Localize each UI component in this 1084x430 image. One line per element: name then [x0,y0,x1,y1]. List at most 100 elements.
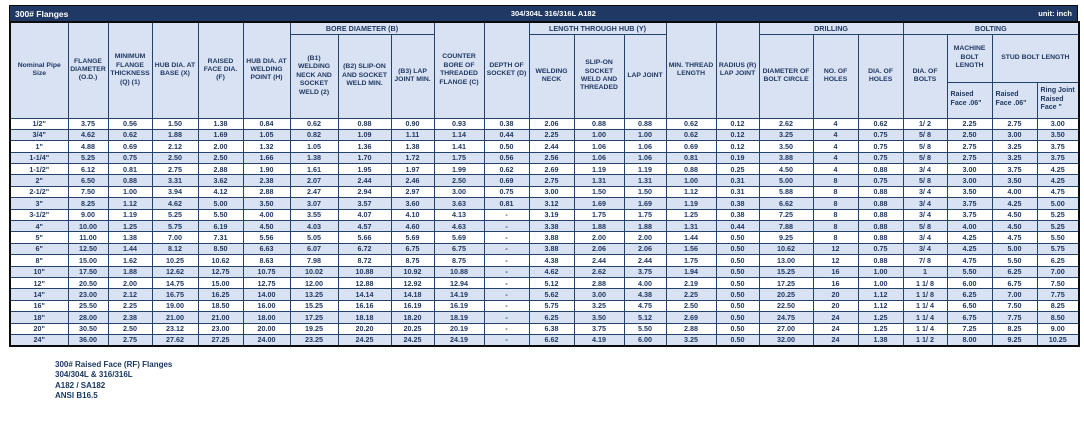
value-cell: 12.92 [390,276,435,290]
value-cell: 12.75 [242,276,291,290]
value-cell: 3.00 [528,185,575,199]
value-cell: 1.70 [337,151,392,165]
value-cell: 24.75 [758,311,814,324]
table-row: 2-1/2" 7.50 1.00 3.94 4.12 2.88 2.47 2.94 2.97 3.… [9,185,1080,199]
value-cell: 0.19 [715,151,760,165]
value-cell: 1.12 [665,185,717,199]
value-cell: 0.88 [573,117,625,130]
value-cell: 6.63 [242,242,291,256]
value-cell: 10.92 [390,265,435,278]
value-cell: 2.44 [337,174,392,187]
value-cell: 2.75 [946,140,993,153]
value-cell: 24.19 [433,333,485,347]
value-cell: 21.00 [197,311,244,324]
pipe-size-cell: 2" [9,174,69,187]
col-header-raised-face-dia: RAISED FACE DIA. (F) [197,21,244,119]
value-cell: 4.75 [623,299,667,313]
value-cell: 20.25 [390,322,435,335]
value-cell: 3.07 [289,197,339,210]
value-cell: 1.88 [573,219,625,233]
value-cell: 1.36 [337,140,392,153]
value-cell: 2.75 [151,163,199,176]
value-cell: 4.25 [946,242,993,256]
value-cell: 0.50 [715,242,760,256]
value-cell: 5.75 [528,299,575,313]
value-cell: 6.75 [946,311,993,324]
value-cell: 1.06 [623,151,667,165]
value-cell: 3/ 4 [902,163,948,176]
col-header-bolt-circle-diameter: DIAMETER OF BOLT CIRCLE [758,33,814,119]
value-cell: 2.12 [107,288,153,301]
value-cell: 18.20 [390,311,435,324]
value-cell: 4.62 [67,128,109,142]
value-cell: 10.25 [1036,333,1080,347]
value-cell: 11.00 [67,231,109,244]
group-header-length-through-hub: LENGTH THROUGH HUB (Y) [528,21,667,35]
value-cell: 4.57 [337,219,392,233]
value-cell: 0.12 [715,140,760,153]
value-cell: 1.44 [665,231,717,244]
value-cell: 19.00 [151,299,199,313]
value-cell: 2.07 [289,174,339,187]
value-cell: 9.25 [758,231,814,244]
value-cell: 0.75 [857,151,904,165]
col-header-min-thread-length: MIN. THREAD LENGTH [665,21,717,119]
table-row: 24" 36.00 2.75 27.62 27.25 24.00 23.25 24.25 24.… [9,333,1080,347]
value-cell: 4.10 [390,208,435,222]
value-cell: 16 [812,265,859,278]
value-cell: 3/ 4 [902,242,948,256]
value-cell: 0.56 [107,117,153,130]
flange-spec-sheet: 300# Flanges 304/304L 316/316L A182 unit… [9,5,1081,402]
value-cell: 10.88 [433,265,485,278]
value-cell: 7.00 [151,231,199,244]
value-cell: 1.12 [107,197,153,210]
table-body: 1/2" 3.75 0.56 1.50 1.38 0.84 0.62 0.88 0.90 0.93… [9,117,1080,347]
value-cell: 0.81 [665,151,717,165]
value-cell: 24.25 [390,333,435,347]
value-cell: 4.50 [758,163,814,176]
value-cell: 12 [812,254,859,267]
value-cell: 8.72 [337,254,392,267]
col-header-no-of-holes: NO. OF HOLES [812,33,859,119]
value-cell: 4.60 [390,219,435,233]
value-cell: 1.50 [151,117,199,130]
value-cell: 0.82 [289,128,339,142]
value-cell: 5.00 [197,197,244,210]
value-cell: 2.00 [107,276,153,290]
value-cell: 2.38 [242,174,291,187]
value-cell: 24 [812,322,859,335]
table-row: 4" 10.00 1.25 5.75 6.19 4.50 4.03 4.57 4.60 4.63-… [9,219,1080,233]
value-cell: 6.62 [758,197,814,210]
pipe-size-cell: 1-1/2" [9,163,69,176]
value-cell: 20.20 [337,322,392,335]
value-cell: 5.25 [1036,208,1080,222]
table-row: 18" 28.00 2.38 21.00 21.00 18.00 17.25 18.18 18.… [9,311,1080,324]
value-cell: 1.38 [390,140,435,153]
value-cell: 1 1/ 4 [902,299,948,313]
value-cell: 1.05 [289,140,339,153]
value-cell: 1.00 [857,276,904,290]
subcol-header-machine-bolt-raised-face: Raised Face .06" [946,81,993,119]
value-cell: 0.75 [857,174,904,187]
value-cell: 20.00 [242,322,291,335]
value-cell: 20.50 [67,276,109,290]
value-cell: 20 [812,299,859,313]
value-cell: 4.38 [528,254,575,267]
value-cell: 2.62 [573,265,625,278]
value-cell: 20 [812,288,859,301]
value-cell: 3.63 [433,197,485,210]
value-cell: 5.12 [528,276,575,290]
value-cell: 2.25 [107,299,153,313]
value-cell: 0.75 [107,151,153,165]
value-cell: 2.12 [151,140,199,153]
value-cell: 7.50 [67,185,109,199]
value-cell: 2.75 [991,117,1038,130]
value-cell: 4.75 [991,231,1038,244]
value-cell: 17.50 [67,265,109,278]
value-cell: 7.75 [1036,288,1080,301]
value-cell: 6.00 [946,276,993,290]
value-cell: 4.25 [946,231,993,244]
pipe-size-cell: 14" [9,288,69,301]
value-cell: 7.00 [1036,265,1080,278]
value-cell: 10.88 [337,265,392,278]
